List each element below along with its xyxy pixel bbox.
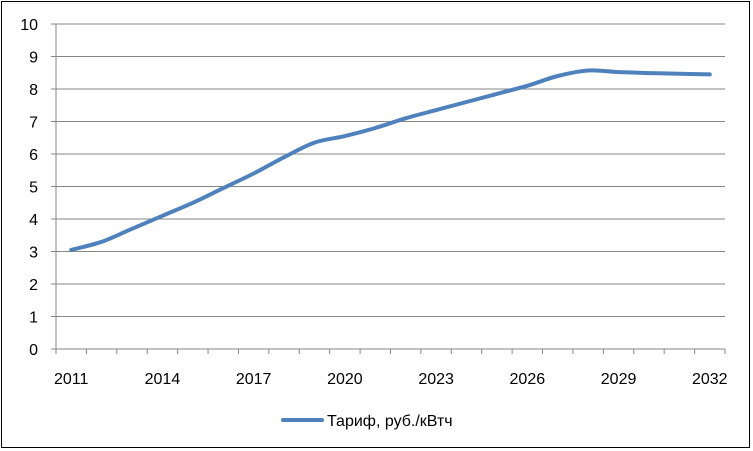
- x-tick-label-2026: 2026: [510, 371, 546, 388]
- legend: Тариф, руб./кВтч: [281, 413, 453, 430]
- series-lines: [69, 68, 712, 252]
- x-axis-tick-labels: 2011 2014 2017 2020 2023 2026 2029 2032: [54, 371, 728, 388]
- y-tick-label-3: 3: [29, 245, 38, 262]
- x-tick-label-2011: 2011: [54, 371, 89, 388]
- x-tick-label-2014: 2014: [145, 371, 181, 388]
- y-tick-label-1: 1: [29, 310, 38, 327]
- y-tick-label-7: 7: [29, 115, 38, 132]
- x-tick-label-2017: 2017: [236, 371, 272, 388]
- y-tick-label-4: 4: [29, 212, 38, 229]
- x-tick-label-2032: 2032: [692, 371, 728, 388]
- y-tick-label-5: 5: [29, 180, 38, 197]
- x-tick-label-2029: 2029: [601, 371, 637, 388]
- y-tick-label-9: 9: [29, 50, 38, 67]
- y-tick-label-0: 0: [29, 342, 38, 359]
- y-tick-label-6: 6: [29, 147, 38, 164]
- y-tick-label-2: 2: [29, 277, 38, 294]
- x-tick-label-2020: 2020: [327, 371, 363, 388]
- y-axis-tick-labels: 0 1 2 3 4 5 6 7 8 9 10: [20, 17, 38, 359]
- legend-label: Тариф, руб./кВтч: [327, 413, 453, 430]
- series-line-0: [69, 68, 712, 252]
- axes: [51, 23, 726, 354]
- y-tick-label-10: 10: [20, 17, 38, 34]
- grid-lines: [56, 23, 725, 317]
- x-tick-label-2023: 2023: [418, 371, 454, 388]
- y-tick-label-8: 8: [29, 82, 38, 99]
